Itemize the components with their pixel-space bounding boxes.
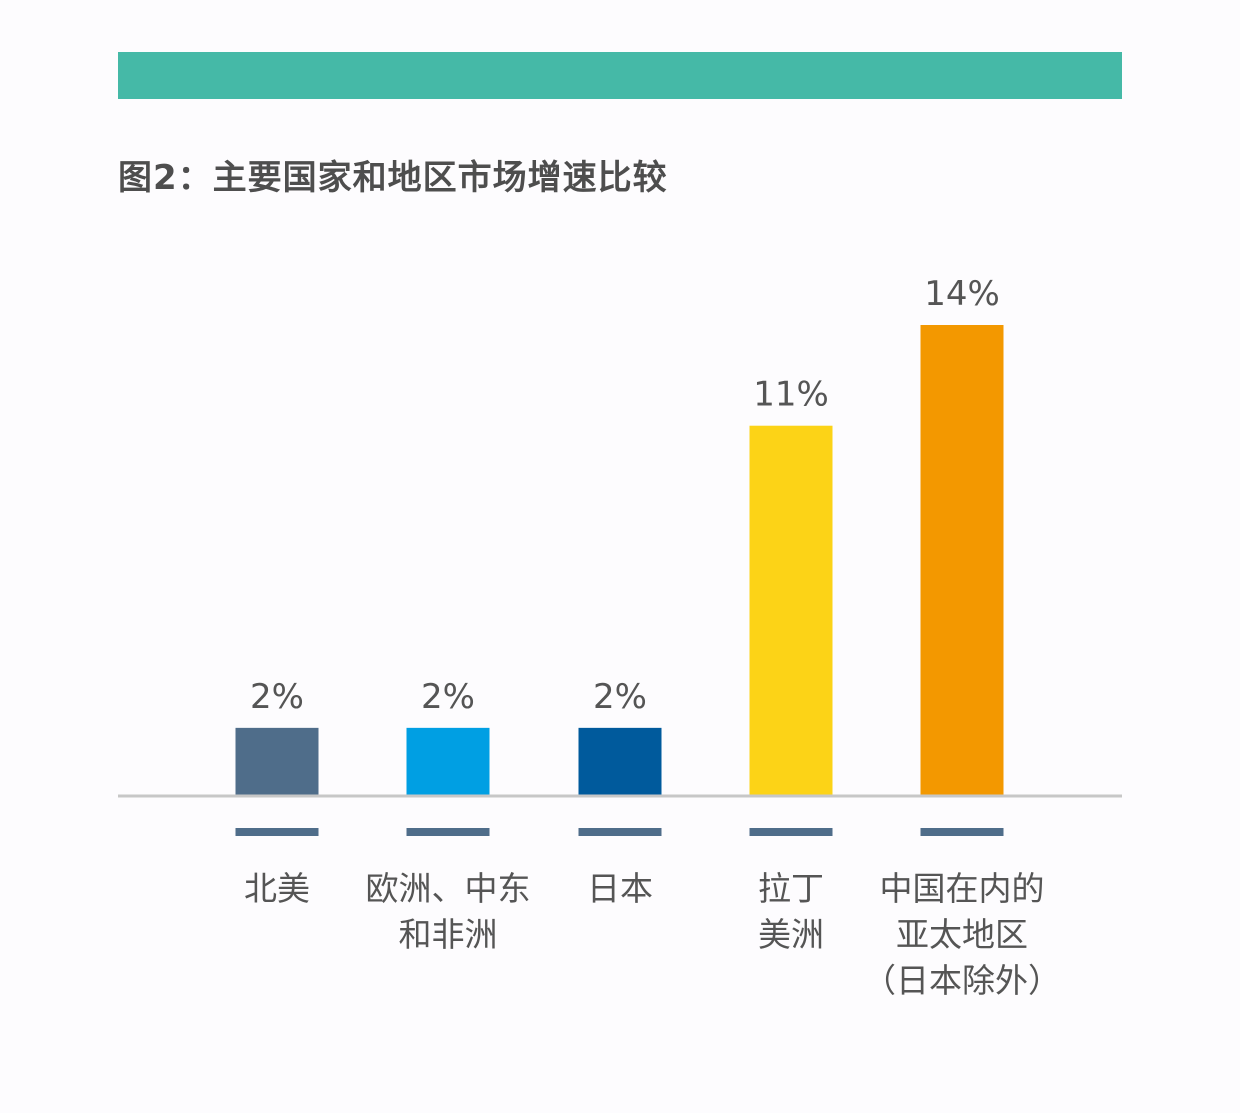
category-label: 和非洲 [399,915,498,954]
category-label: 中国在内的 [880,869,1045,908]
category-label: 日本 [587,869,653,908]
header-accent-bar [118,52,1122,99]
chart-title: 图2：主要国家和地区市场增速比较 [118,158,668,198]
bar [920,325,1004,795]
category-label: 拉丁 [758,869,824,908]
category-marker [749,828,833,836]
category-label: 亚太地区 [896,915,1028,954]
data-label: 2% [421,677,475,717]
bar [235,727,319,795]
bar [578,727,662,795]
category-marker [920,828,1004,836]
data-label: 11% [753,375,829,415]
category-label: 欧洲、中东 [366,869,531,908]
category-label: （日本除外） [863,961,1061,1000]
category-label: 美洲 [758,915,824,954]
bar [749,425,833,795]
category-marker [578,828,662,836]
category-marker [406,828,490,836]
bar [406,727,490,795]
data-label: 2% [593,677,647,717]
category-label: 北美 [244,869,310,908]
category-marker [235,828,319,836]
data-label: 14% [924,274,1000,314]
data-label: 2% [250,677,304,717]
